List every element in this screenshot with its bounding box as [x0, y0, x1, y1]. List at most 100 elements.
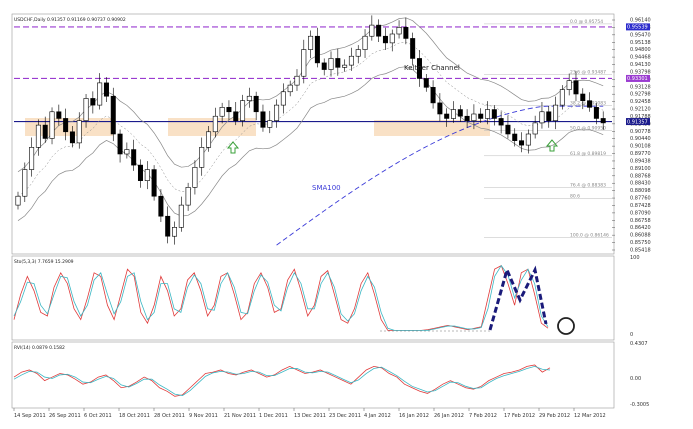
up-arrow-left — [226, 141, 240, 154]
candle-body — [42, 124, 48, 139]
x-tick-label: 9 Nov 2011 — [189, 413, 218, 419]
y-tick-label: 0.93128 — [630, 84, 651, 90]
candle-body — [600, 118, 606, 124]
rvi-panel-frame — [11, 341, 615, 409]
candle-body — [49, 111, 55, 139]
candle-body — [342, 64, 348, 68]
stochastic-signal-line — [13, 264, 549, 331]
x-axis-labels: 14 Sep 2011 26 Sep 2011 6 Oct 2011 18 Oct 2… — [13, 408, 606, 419]
candle-body — [396, 27, 402, 35]
y-tick-label: 0.94468 — [630, 55, 651, 61]
x-tick-label: 18 Oct 2011 — [119, 413, 150, 419]
candle-body — [355, 49, 361, 57]
candle-body — [369, 24, 375, 37]
stochastic-title: Sto(5,3,3) 7.7659 15.2909 — [14, 259, 74, 265]
y-tick-label: 0.94800 — [630, 47, 651, 53]
y-tick-label: 0.94130 — [630, 62, 651, 68]
rvi-y-tick: 0.00 — [630, 376, 641, 382]
x-tick-label: 26 Sep 2011 — [49, 413, 81, 419]
y-tick-label: 0.93798 — [630, 69, 651, 75]
price-label-box — [626, 74, 650, 82]
candle-body — [485, 109, 491, 119]
candle-body — [328, 58, 334, 70]
y-tick-label: 0.86088 — [630, 233, 651, 239]
candle-body — [178, 204, 184, 228]
y-tick-label: 0.90440 — [630, 136, 651, 142]
candle-body — [226, 107, 232, 113]
price-label-text: 0.95539 — [627, 25, 648, 31]
candle-body — [450, 109, 456, 119]
up-arrow-right — [545, 139, 559, 152]
candle-body — [233, 111, 239, 121]
double-top-pattern — [488, 265, 548, 331]
y-axis-ticks: 0.961400.958080.954700.951380.948000.944… — [612, 18, 651, 254]
candle-body — [253, 95, 259, 113]
candle-body — [172, 227, 178, 237]
candle-body — [22, 169, 28, 197]
candle-body — [69, 131, 75, 144]
candle-body — [546, 111, 552, 121]
candle-body — [110, 95, 116, 135]
sub-panel-y-ticks: 100 0 0.4307 0.00 -0.3005 — [630, 255, 649, 408]
y-tick-label: 0.92120 — [630, 107, 651, 113]
candle-body — [587, 100, 593, 108]
candle-body — [321, 62, 327, 70]
candle-body — [519, 140, 525, 146]
x-tick-label: 7 Feb 2012 — [469, 413, 497, 419]
x-tick-label: 12 Mar 2012 — [574, 413, 606, 419]
candle-body — [566, 80, 572, 90]
x-tick-label: 4 Jan 2012 — [364, 413, 391, 419]
candle-body — [430, 87, 436, 104]
candle-body — [206, 131, 212, 148]
price-label-box — [626, 118, 650, 126]
rvi-title: RVI(14) 0.0879 0.1582 — [14, 345, 65, 351]
candle-body — [137, 164, 143, 181]
x-tick-label: 23 Dec 2011 — [329, 413, 361, 419]
x-tick-label: 28 Oct 2011 — [154, 413, 185, 419]
y-tick-label: 0.85750 — [630, 240, 651, 246]
y-tick-label: 0.95470 — [630, 32, 651, 38]
candle-body — [335, 58, 341, 68]
candle-body — [512, 133, 518, 141]
oversold-circle-marker — [557, 317, 575, 335]
x-tick-label: 26 Jan 2012 — [434, 413, 464, 419]
x-tick-label: 6 Oct 2011 — [84, 413, 112, 419]
y-tick-label: 0.87090 — [630, 210, 651, 216]
y-tick-label: 0.92458 — [630, 99, 651, 105]
stochastic-main-line — [13, 265, 549, 331]
candle-body — [56, 111, 62, 119]
candle-body — [437, 102, 443, 115]
rvi-y-tick: -0.3005 — [630, 402, 649, 408]
y-tick-label: 0.87760 — [630, 196, 651, 202]
y-tick-label: 0.92798 — [630, 92, 651, 98]
support-zone-2 — [168, 118, 256, 136]
candle-body — [301, 49, 307, 77]
rvi-y-tick: 0.4307 — [630, 341, 648, 347]
rvi-main-line — [13, 364, 551, 397]
rvi-signal-line — [13, 365, 551, 396]
price-labels: 0.95539 0.93301 0.91357 — [626, 23, 650, 125]
fib-label: 0.0 @ 0.95754 — [570, 19, 603, 25]
candle-body — [274, 104, 280, 121]
candle-body — [103, 82, 109, 97]
x-tick-label: 16 Jan 2012 — [399, 413, 429, 419]
fib-label: 61.8 @ 0.89819 — [570, 151, 606, 157]
candle-body — [165, 215, 171, 237]
sma100-line — [276, 105, 604, 246]
candle-body — [464, 115, 470, 121]
candle-body — [308, 35, 314, 50]
y-tick-label: 0.91788 — [630, 114, 651, 120]
candle-body — [219, 107, 225, 117]
up-arrow-icon — [226, 141, 240, 154]
stochastic-panel-frame — [11, 255, 615, 341]
candle-body — [185, 187, 191, 206]
x-tick-label: 13 Dec 2011 — [294, 413, 326, 419]
candle-body — [539, 111, 545, 124]
candle-body — [410, 38, 416, 59]
candle-body — [573, 80, 579, 95]
y-tick-label: 0.89438 — [630, 158, 651, 164]
rvi-lines — [13, 364, 551, 397]
